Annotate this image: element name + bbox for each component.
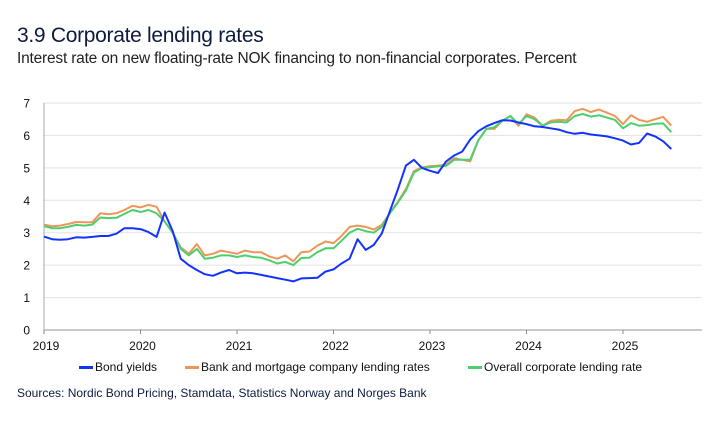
x-tick-label: 2020 [129, 339, 156, 353]
legend-item-bank-mortgage: Bank and mortgage company lending rates [185, 360, 430, 374]
series-line-bank-and-mortgage-company-lending-rates [43, 107, 673, 263]
y-tick-label: 6 [23, 129, 30, 143]
legend-swatch [79, 365, 93, 369]
series-line-overall-corporate-lending-rate [43, 113, 673, 267]
y-tick-label: 0 [23, 324, 30, 338]
y-tick-label: 1 [23, 291, 30, 305]
legend-swatch [185, 365, 199, 369]
legend-swatch [468, 365, 482, 369]
x-tick-label: 2022 [322, 339, 349, 353]
x-tick-label: 2019 [33, 339, 60, 353]
y-tick-label: 7 [23, 97, 30, 111]
y-tick-label: 5 [23, 161, 30, 175]
y-tick-label: 4 [23, 194, 30, 208]
legend-item-overall: Overall corporate lending rate [468, 360, 642, 374]
x-tick-label: 2021 [226, 339, 253, 353]
x-tick-label: 2024 [515, 339, 542, 353]
legend-label: Bank and mortgage company lending rates [201, 360, 430, 374]
x-tick-label: 2025 [612, 339, 639, 353]
x-tick-label: 2023 [419, 339, 446, 353]
chart-title: 3.9 Corporate lending rates [17, 24, 264, 47]
chart-subtitle: Interest rate on new floating-rate NOK f… [17, 50, 577, 67]
y-tick-label: 2 [23, 259, 30, 273]
legend-item-bond-yields: Bond yields [79, 360, 157, 374]
legend-label: Overall corporate lending rate [484, 360, 643, 374]
source-note: Sources: Nordic Bond Pricing, Stamdata, … [17, 386, 427, 400]
legend-label: Bond yields [95, 360, 158, 374]
series-line-bond-yields [43, 119, 672, 283]
y-tick-label: 3 [23, 226, 30, 240]
